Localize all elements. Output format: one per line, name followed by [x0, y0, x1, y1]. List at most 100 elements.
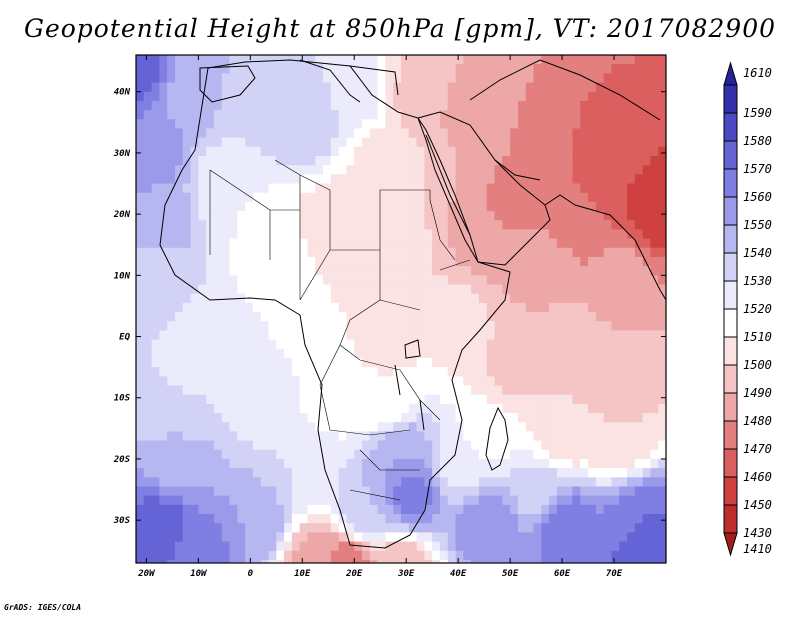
field-cell [307, 266, 316, 276]
field-cell [260, 458, 270, 469]
field-cell [572, 394, 581, 405]
field-cell [588, 458, 597, 469]
field-cell [517, 201, 527, 212]
field-cell [588, 312, 597, 322]
field-cell [260, 73, 270, 84]
field-cell [252, 201, 262, 212]
field-cell [486, 339, 496, 350]
field-cell [136, 82, 145, 93]
field-cell [634, 91, 644, 102]
field-cell [338, 137, 348, 148]
field-cell [447, 312, 457, 322]
field-cell [424, 293, 433, 304]
field-cell [408, 523, 418, 533]
field-cell [338, 119, 348, 130]
field-cell [642, 174, 652, 185]
field-cell [642, 183, 652, 194]
field-cell [619, 165, 628, 175]
field-cell [393, 128, 402, 139]
field-cell [486, 64, 496, 74]
field-cell [354, 357, 363, 368]
field-cell [556, 110, 566, 120]
field-cell [362, 275, 371, 286]
field-cell [136, 64, 145, 74]
field-cell [245, 458, 254, 469]
field-cell [174, 128, 184, 139]
field-cell [377, 73, 387, 84]
field-cell [494, 394, 503, 405]
field-cell [432, 312, 441, 322]
field-cell [299, 339, 309, 350]
field-cell [213, 64, 223, 74]
field-cell [556, 73, 566, 84]
field-cell [268, 146, 277, 157]
field-cell [315, 550, 324, 561]
field-cell [401, 183, 410, 194]
field-cell [221, 495, 231, 506]
field-cell [237, 532, 246, 543]
field-cell [167, 247, 176, 258]
field-cell [393, 348, 402, 359]
field-cell [549, 266, 558, 276]
field-cell [634, 504, 644, 515]
field-cell [377, 532, 387, 543]
field-cell [167, 321, 176, 332]
field-cell [401, 293, 410, 304]
field-cell [486, 155, 496, 166]
field-cell [401, 201, 410, 212]
field-cell [167, 302, 176, 313]
field-cell [307, 339, 316, 350]
field-cell [252, 119, 262, 130]
field-cell [463, 293, 472, 304]
field-cell [658, 247, 666, 258]
field-cell [510, 385, 519, 396]
field-cell [136, 367, 145, 377]
field-cell [525, 367, 535, 377]
field-cell [478, 330, 488, 341]
field-cell [330, 174, 340, 185]
field-cell [213, 55, 223, 65]
field-cell [588, 449, 597, 460]
field-cell [666, 560, 674, 570]
field-cell [213, 220, 223, 231]
field-cell [572, 422, 581, 433]
field-cell [323, 284, 332, 295]
field-cell [268, 275, 277, 286]
field-cell [510, 477, 519, 488]
field-cell [595, 155, 605, 166]
field-cell [221, 284, 231, 295]
field-cell [408, 514, 418, 524]
field-cell [666, 468, 674, 478]
field-cell [556, 238, 566, 249]
field-cell [323, 431, 332, 442]
field-cell [619, 293, 628, 304]
field-cell [455, 165, 464, 175]
field-cell [533, 468, 542, 478]
field-cell [439, 339, 449, 350]
field-cell [556, 165, 566, 175]
field-cell [447, 55, 457, 65]
field-cell [432, 238, 441, 249]
field-cell [299, 312, 309, 322]
field-cell [190, 146, 199, 157]
field-cell [315, 229, 324, 240]
field-cell [401, 413, 410, 423]
field-cell [291, 394, 301, 405]
field-cell [330, 165, 340, 175]
field-cell [237, 449, 246, 460]
field-cell [284, 348, 293, 359]
field-cell [666, 395, 674, 405]
field-cell [611, 256, 620, 267]
field-cell [447, 477, 457, 488]
colorbar-segment [723, 168, 738, 198]
field-cell [151, 495, 160, 506]
field-cell [650, 238, 659, 249]
field-cell [346, 229, 355, 240]
field-cell [245, 55, 254, 65]
field-cell [252, 321, 262, 332]
field-cell [369, 477, 379, 488]
field-cell [276, 541, 285, 552]
field-cell [159, 523, 168, 533]
field-cell [198, 266, 207, 276]
field-cell [533, 477, 542, 488]
